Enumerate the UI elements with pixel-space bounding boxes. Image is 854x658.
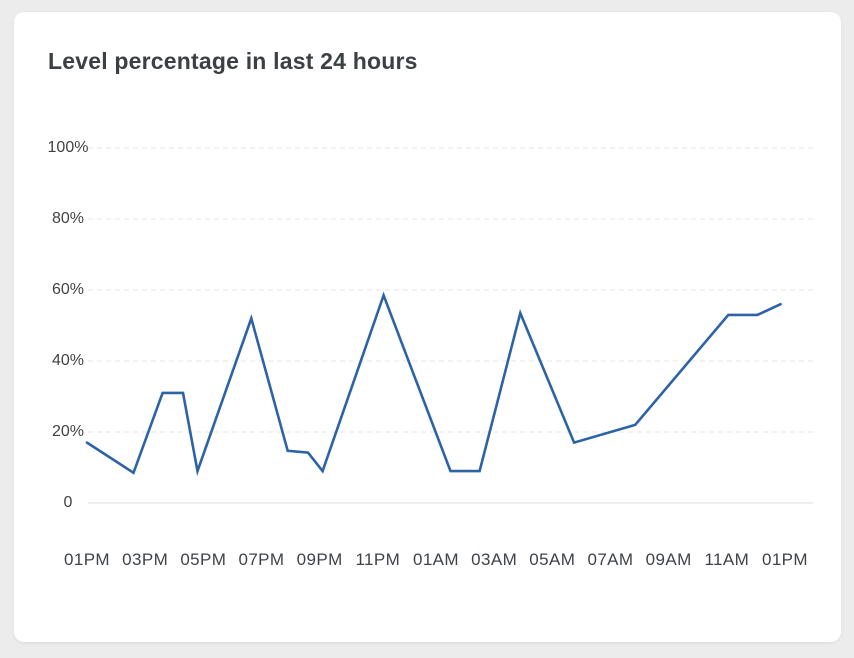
y-tick-label: 0 (63, 494, 73, 511)
x-tick-label: 09PM (296, 550, 343, 569)
y-tick-label: 100% (47, 139, 89, 156)
y-tick-label: 20% (51, 423, 85, 440)
y-tick-label: 40% (51, 352, 85, 369)
x-tick-label: 05AM (529, 550, 576, 569)
x-tick-label: 09AM (645, 550, 692, 569)
chart-title: Level percentage in last 24 hours (48, 48, 418, 74)
level-percentage-line (85, 291, 782, 477)
x-tick-label: 11PM (355, 550, 401, 569)
line-chart-canvas (85, 147, 813, 504)
x-tick-label: 05PM (180, 550, 227, 569)
y-tick-label: 60% (51, 281, 85, 298)
x-tick-label: 01PM (761, 550, 808, 569)
x-tick-label: 01PM (63, 550, 110, 569)
x-tick-label: 07PM (238, 550, 285, 569)
x-tick-label: 11AM (704, 550, 750, 569)
chart-card: Level percentage in last 24 hours 100% 80… (14, 12, 841, 642)
x-tick-label: 03PM (122, 550, 169, 569)
y-tick-label: 80% (51, 210, 85, 227)
x-tick-label: 01AM (412, 550, 459, 569)
x-tick-label: 07AM (587, 550, 634, 569)
x-tick-label: 03AM (471, 550, 518, 569)
